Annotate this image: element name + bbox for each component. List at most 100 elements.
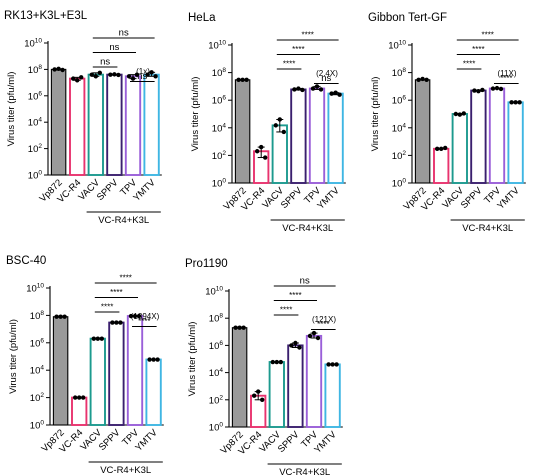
data-point <box>494 85 500 91</box>
x-tick-label: SPPV <box>276 429 302 455</box>
bar-sppv <box>470 89 487 184</box>
fold-change-label: (1x) <box>136 67 150 76</box>
data-point <box>480 87 485 93</box>
significance-label: ns <box>109 42 119 53</box>
bar-vacv <box>271 124 288 184</box>
significance-label: **** <box>292 45 304 54</box>
data-point <box>71 76 76 81</box>
data-point <box>416 77 421 83</box>
panel-5: Pro1190 Virus titer (pfu/ml) 100 102 104 106 1… <box>185 258 343 475</box>
significance-label: **** <box>119 274 131 283</box>
bar-vacv <box>451 113 468 184</box>
data-point <box>281 129 286 135</box>
y-tick-label: 100 <box>28 170 43 182</box>
y-tick-label: 108 <box>209 313 224 325</box>
data-point <box>244 77 249 83</box>
data-point <box>93 74 99 79</box>
bar-ymtv <box>143 73 160 176</box>
data-point <box>273 123 278 128</box>
chart-title: Gibbon Tert-GF <box>368 12 447 24</box>
data-point <box>307 333 313 339</box>
data-point <box>91 336 97 341</box>
significance-label: **** <box>110 288 122 297</box>
data-point <box>149 70 154 75</box>
data-point <box>513 100 518 105</box>
y-tick-label: 106 <box>28 90 43 102</box>
bar-ymtv <box>327 92 344 184</box>
data-point <box>77 395 82 400</box>
data-point <box>155 357 160 362</box>
data-point <box>52 67 57 72</box>
data-point <box>278 359 283 365</box>
data-point <box>256 389 261 394</box>
data-point <box>255 149 260 154</box>
data-point <box>443 145 448 151</box>
data-point <box>241 325 246 330</box>
data-point <box>517 100 522 105</box>
significance-label: ns <box>300 276 310 287</box>
data-point <box>110 320 115 325</box>
data-point <box>420 76 425 82</box>
data-point <box>54 314 59 319</box>
data-point <box>498 86 504 92</box>
data-point <box>292 87 297 92</box>
bar-sppv <box>287 344 304 428</box>
y-tick-label: 108 <box>392 67 407 79</box>
data-point <box>424 77 429 83</box>
data-point <box>60 67 65 73</box>
data-point <box>99 336 105 341</box>
data-point <box>274 359 279 365</box>
significance-label: ns <box>119 28 129 39</box>
y-axis-label: Virus titer (pfu/ml) <box>190 77 201 152</box>
y-tick-label: 106 <box>392 95 407 107</box>
y-tick-label: 100 <box>392 178 407 190</box>
bar-vc-r4 <box>433 147 450 184</box>
x-tick-label: YMTV <box>315 185 342 212</box>
y-tick-label: 106 <box>30 337 45 349</box>
data-point <box>315 335 321 341</box>
significance-label: **** <box>138 317 150 326</box>
data-point <box>81 395 86 400</box>
bar-tpv <box>126 315 144 426</box>
bar-tpv <box>488 87 506 184</box>
data-point <box>147 357 152 362</box>
y-tick-label: 1010 <box>205 286 223 298</box>
y-tick-label: 104 <box>28 117 43 129</box>
significance-label: **** <box>500 74 512 83</box>
data-point <box>128 313 134 319</box>
data-point <box>56 66 61 72</box>
panel-1: RK13+K3L+E3L Virus titer (pfu/ml) 100 102 10… <box>4 10 162 226</box>
bar-vp872 <box>231 327 248 428</box>
data-point <box>476 88 481 94</box>
data-point <box>490 86 496 91</box>
y-tick-label: 100 <box>212 178 227 190</box>
data-point <box>252 393 257 398</box>
chart-title: HeLa <box>188 12 216 24</box>
data-point <box>89 72 95 77</box>
data-point <box>297 345 302 350</box>
y-tick-label: 100 <box>30 420 45 432</box>
data-point <box>236 77 241 83</box>
significance-label: **** <box>481 31 493 40</box>
data-point <box>439 146 444 152</box>
data-point <box>326 362 331 367</box>
y-tick-label: 1010 <box>24 38 42 50</box>
y-axis-label: Virus titer (pfu/ml) <box>8 319 19 394</box>
data-point <box>153 74 158 79</box>
significance-label: **** <box>317 320 329 329</box>
x-tick-label: YMTV <box>131 177 158 204</box>
data-point <box>296 86 301 91</box>
significance-label: **** <box>101 303 113 312</box>
data-point <box>318 87 324 92</box>
data-point <box>289 343 294 348</box>
x-tick-label: SPPV <box>279 185 305 211</box>
y-tick-label: 102 <box>209 394 224 406</box>
bar-tpv <box>308 87 326 184</box>
data-point <box>79 75 84 80</box>
y-axis-label: Virus titer (pfu/ml) <box>187 322 198 397</box>
y-tick-label: 108 <box>30 310 45 322</box>
bar-sppv <box>106 73 123 176</box>
bar-ymtv <box>324 363 341 428</box>
data-point <box>453 111 458 117</box>
